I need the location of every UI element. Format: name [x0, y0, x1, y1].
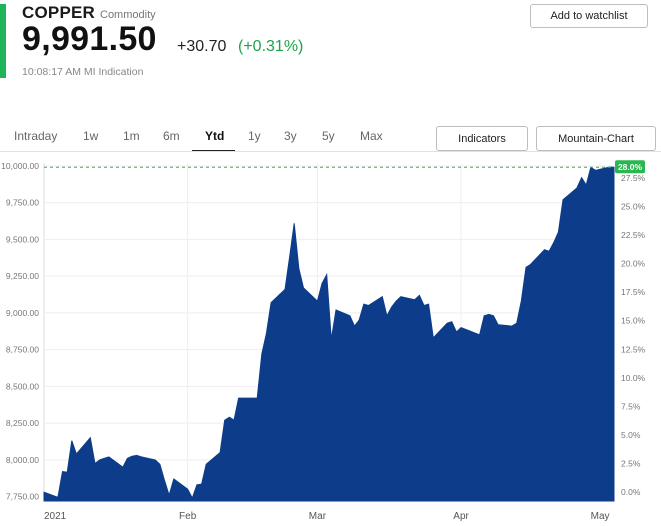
tab-1y[interactable]: 1y — [248, 129, 261, 143]
x-tick-label: Apr — [453, 511, 469, 522]
y-tick-label: 7,750.00 — [6, 492, 39, 502]
pct-tick-label: 5.0% — [621, 430, 641, 440]
tab-intraday[interactable]: Intraday — [14, 129, 58, 143]
asset-type-label: Commodity — [100, 9, 156, 21]
pct-tick-label: 0.0% — [621, 487, 641, 497]
y-tick-label: 8,250.00 — [6, 418, 39, 428]
x-tick-label: Feb — [179, 511, 197, 522]
y-tick-label: 9,750.00 — [6, 198, 39, 208]
percent-axis: 0.0% 2.5% 5.0% 7.5% 10.0% 12.5% 15.0% 17.5% 20.0… — [621, 173, 646, 497]
add-to-watchlist-button[interactable]: Add to watchlist — [530, 4, 648, 28]
tab-5y[interactable]: 5y — [322, 129, 335, 143]
last-price: 9,991.50 — [22, 20, 157, 58]
tab-6m[interactable]: 6m — [163, 129, 180, 143]
tabs-divider — [0, 151, 661, 152]
tab-1m[interactable]: 1m — [123, 129, 140, 143]
price-axis: 7,750.00 8,000.00 8,250.00 8,500.00 8,750.00… — [1, 161, 39, 502]
indicators-button[interactable]: Indicators — [436, 126, 528, 151]
price-change: +30.70 — [177, 38, 227, 55]
badge-background — [615, 160, 645, 174]
price-area — [43, 166, 615, 502]
x-tick-label: 2021 — [44, 511, 67, 522]
pct-tick-label: 12.5% — [621, 344, 646, 354]
percent-change-badge: 28.0% — [44, 160, 645, 174]
pct-tick-label: 7.5% — [621, 401, 641, 411]
ticker-symbol: COPPER — [22, 3, 95, 22]
y-tick-label: 8,750.00 — [6, 345, 39, 355]
tab-max[interactable]: Max — [360, 129, 383, 143]
price-area-series — [43, 166, 615, 502]
pct-tick-label: 20.0% — [621, 259, 646, 269]
pct-tick-label: 2.5% — [621, 459, 641, 469]
pct-tick-label: 27.5% — [621, 173, 646, 183]
accent-bar — [0, 4, 6, 78]
y-tick-label: 8,500.00 — [6, 381, 39, 391]
x-tick-label: May — [591, 511, 610, 522]
price-change-percent: (+0.31%) — [238, 38, 304, 55]
quote-timestamp: 10:08:17 AM MI Indication — [22, 66, 144, 78]
y-tick-label: 9,000.00 — [6, 308, 39, 318]
chart-type-button[interactable]: Mountain-Chart — [536, 126, 656, 151]
y-tick-label: 9,500.00 — [6, 234, 39, 244]
pct-tick-label: 25.0% — [621, 201, 646, 211]
x-tick-label: Mar — [309, 511, 327, 522]
pct-tick-label: 22.5% — [621, 230, 646, 240]
date-axis: 2021 Feb Mar Apr May — [44, 511, 610, 522]
tab-ytd[interactable]: Ytd — [205, 129, 225, 143]
pct-tick-label: 10.0% — [621, 373, 646, 383]
pct-tick-label: 17.5% — [621, 287, 646, 297]
price-chart[interactable]: 7,750.00 8,000.00 8,250.00 8,500.00 8,750.00… — [0, 155, 661, 526]
badge-label: 28.0% — [618, 162, 643, 172]
y-tick-label: 10,000.00 — [1, 161, 39, 171]
tab-1w[interactable]: 1w — [83, 129, 99, 143]
tab-3y[interactable]: 3y — [284, 129, 297, 143]
y-tick-label: 9,250.00 — [6, 271, 39, 281]
pct-tick-label: 15.0% — [621, 316, 646, 326]
y-tick-label: 8,000.00 — [6, 455, 39, 465]
